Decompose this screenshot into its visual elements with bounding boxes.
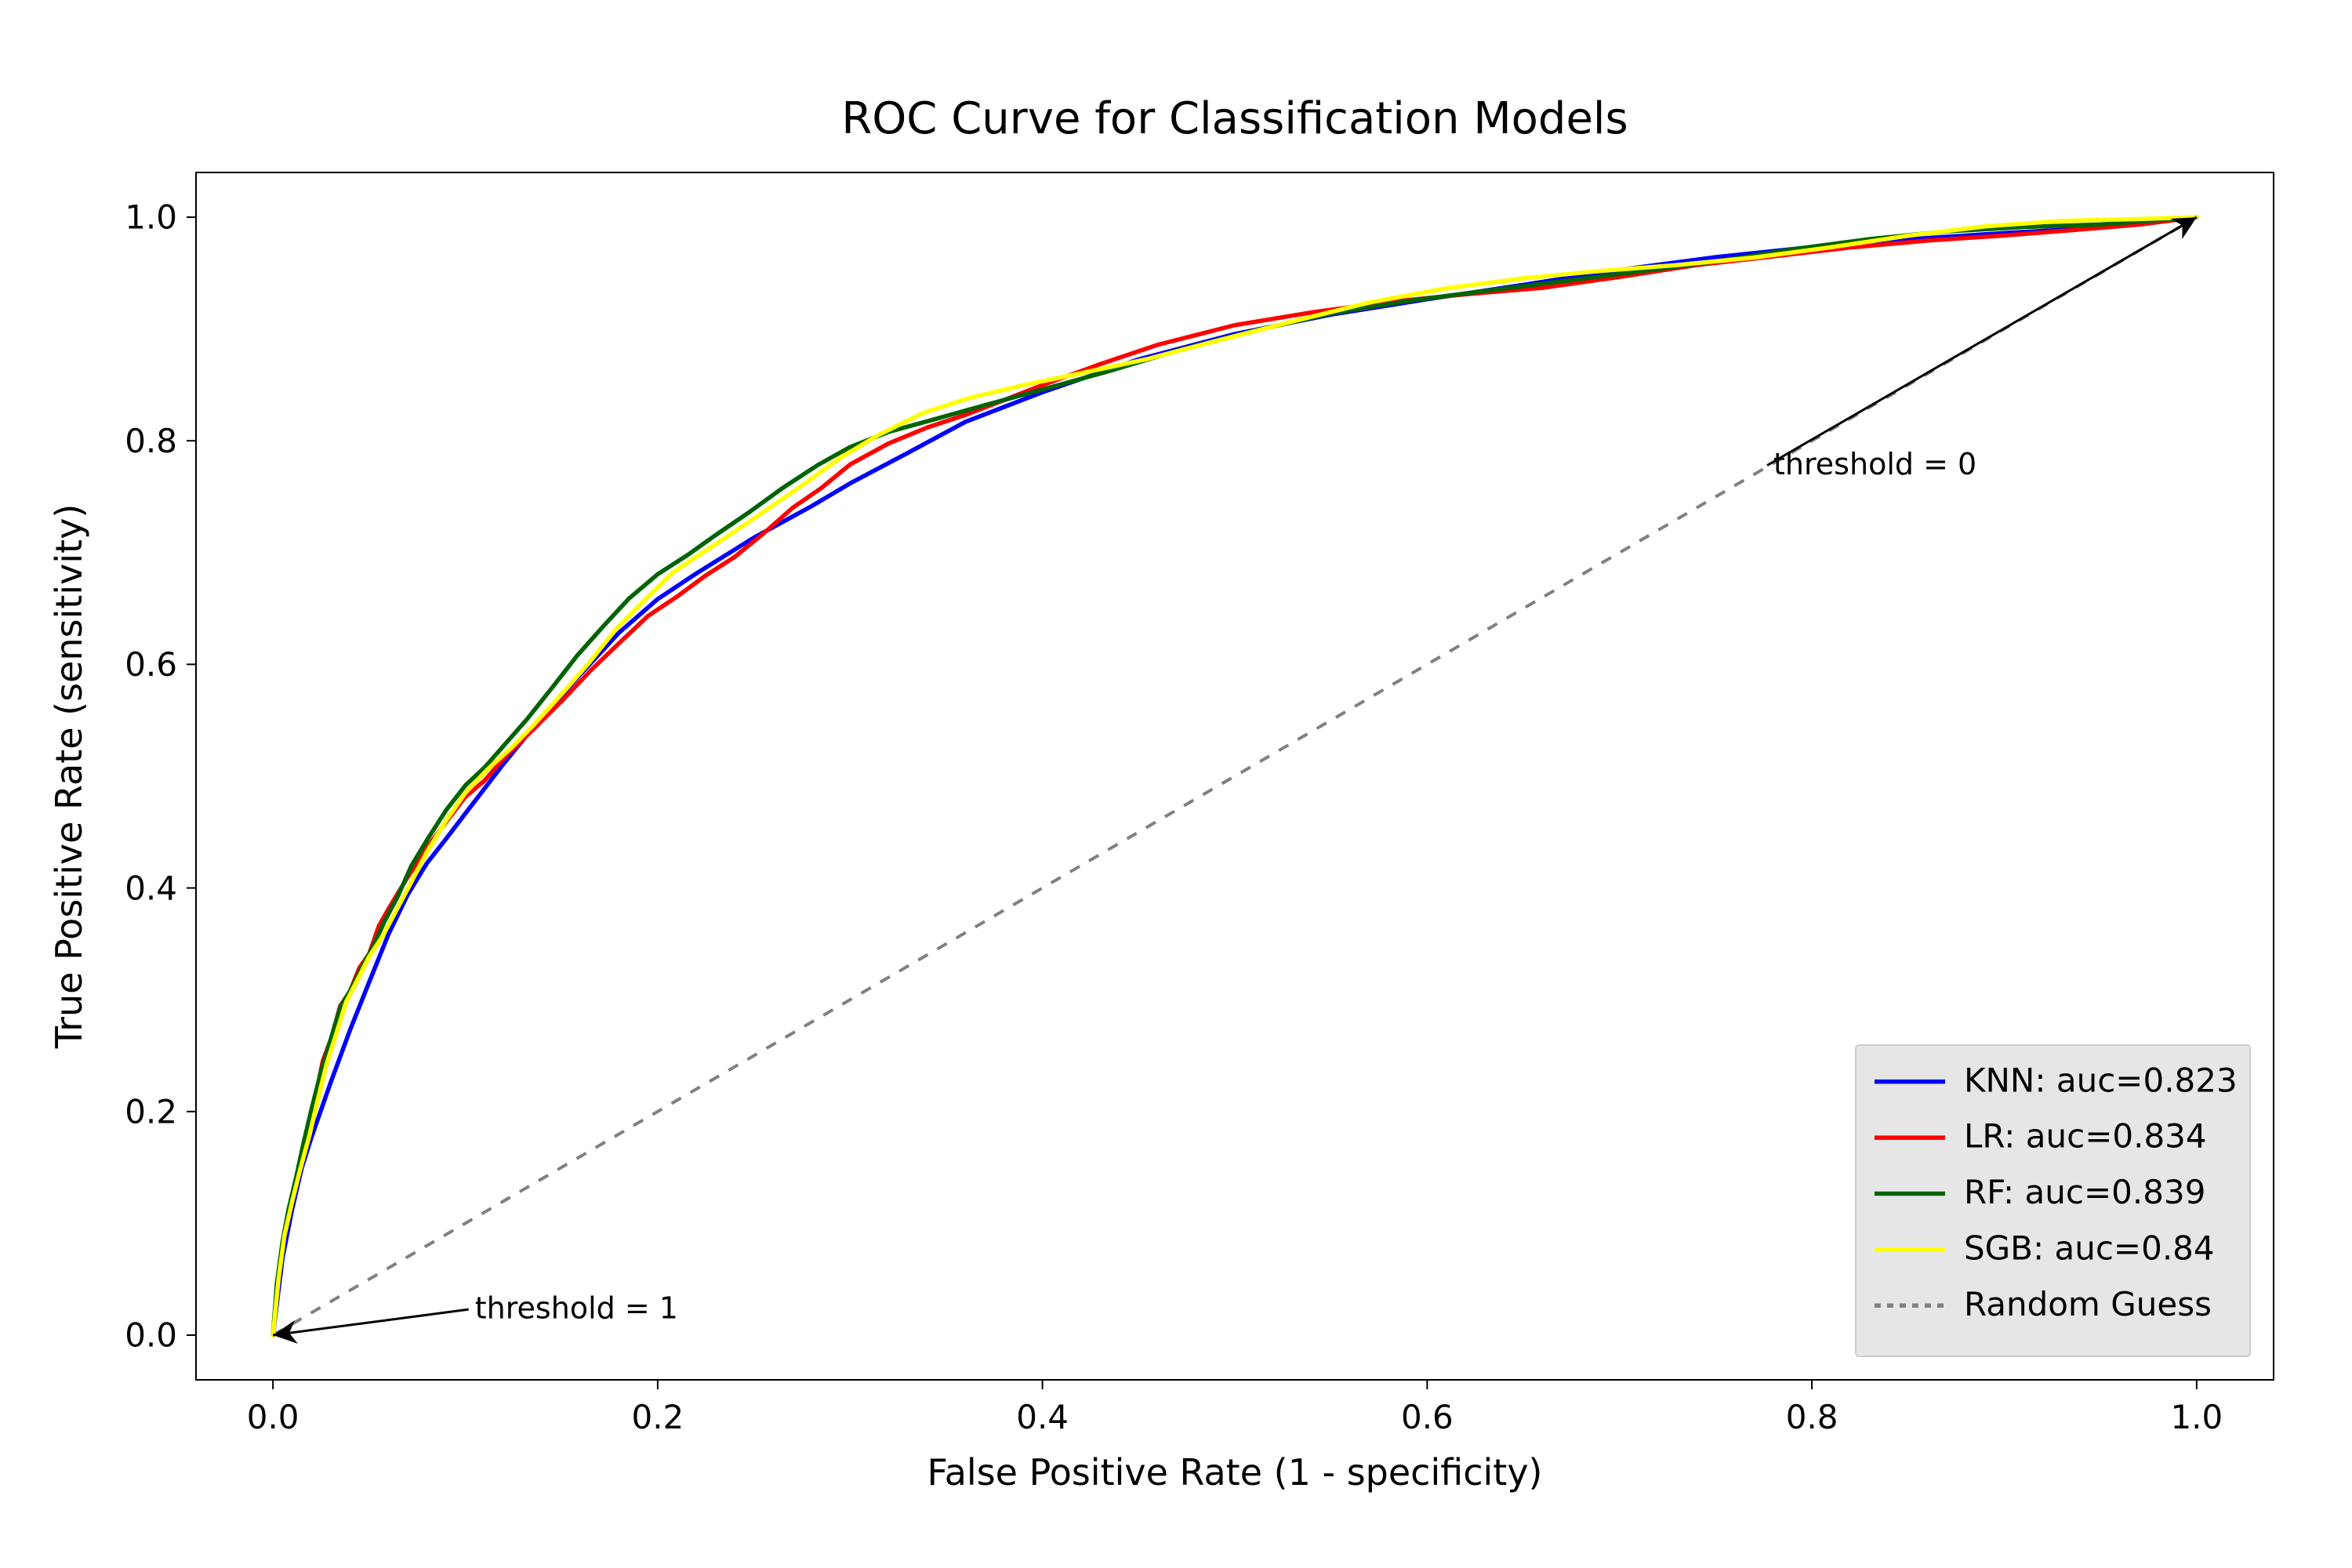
legend-label: Random Guess bbox=[1964, 1285, 2212, 1323]
x-tick-label: 0.0 bbox=[247, 1398, 299, 1436]
annotation-text: threshold = 0 bbox=[1773, 447, 1976, 481]
x-tick-label: 0.8 bbox=[1786, 1398, 1838, 1436]
y-tick-label: 0.4 bbox=[125, 869, 177, 907]
y-tick-label: 0.0 bbox=[125, 1316, 177, 1355]
annotation-text: threshold = 1 bbox=[475, 1291, 678, 1326]
x-tick-label: 0.6 bbox=[1401, 1398, 1454, 1436]
x-axis-label: False Positive Rate (1 - specificity) bbox=[927, 1451, 1543, 1494]
y-tick-label: 1.0 bbox=[125, 198, 177, 237]
legend-label: LR: auc=0.834 bbox=[1964, 1117, 2207, 1156]
x-tick-label: 0.2 bbox=[631, 1398, 684, 1436]
chart-title: ROC Curve for Classification Models bbox=[841, 93, 1628, 144]
chart-container: 0.0 0.2 0.4 0.6 0.8 1.0 0.0 0.2 0.4 0.6 0.8 1.0 Fals… bbox=[0, 0, 2352, 1568]
x-tick-label: 0.4 bbox=[1016, 1398, 1069, 1436]
x-tick-label: 1.0 bbox=[2170, 1398, 2223, 1436]
legend-label: RF: auc=0.839 bbox=[1964, 1173, 2205, 1211]
y-axis-label: True Positive Rate (sensitivity) bbox=[48, 504, 90, 1050]
legend-label: KNN: auc=0.823 bbox=[1964, 1061, 2238, 1099]
legend: KNN: auc=0.823 LR: auc=0.834 RF: auc=0.839… bbox=[1856, 1045, 2250, 1356]
y-tick-label: 0.6 bbox=[125, 645, 177, 684]
y-tick-label: 0.2 bbox=[125, 1092, 177, 1131]
roc-chart: 0.0 0.2 0.4 0.6 0.8 1.0 0.0 0.2 0.4 0.6 0.8 1.0 Fals… bbox=[0, 0, 2352, 1568]
legend-label: SGB: auc=0.84 bbox=[1964, 1229, 2215, 1267]
y-tick-label: 0.8 bbox=[125, 422, 177, 460]
